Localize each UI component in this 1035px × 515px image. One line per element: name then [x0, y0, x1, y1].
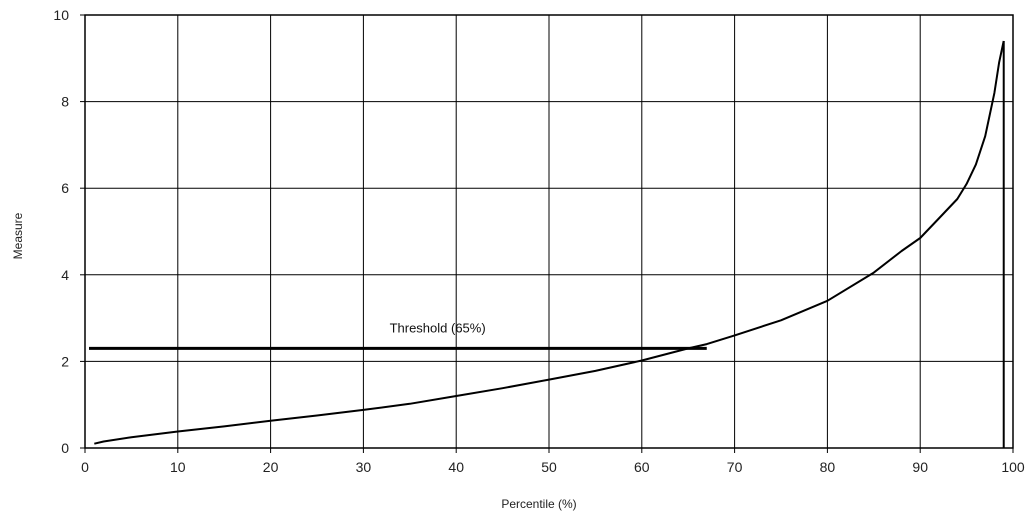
x-tick-label: 0	[81, 459, 89, 475]
y-tick-label: 8	[61, 94, 69, 110]
y-tick-label: 0	[61, 440, 69, 456]
x-tick-label: 10	[170, 459, 186, 475]
x-tick-label: 60	[634, 459, 650, 475]
y-tick-label: 10	[53, 7, 69, 23]
threshold-layer: Threshold (65%)	[89, 320, 707, 350]
y-tick-label: 6	[61, 180, 69, 196]
y-axis-label: Measure	[11, 212, 25, 259]
threshold-label: Threshold (65%)	[390, 320, 486, 335]
series-layer	[94, 40, 1005, 448]
grid	[80, 14, 1014, 453]
y-tick-label: 2	[61, 353, 69, 369]
tick-labels: 0 10 20 30 40 50 60 70 80 90 100 0 2 4 6 8 10	[53, 7, 1024, 475]
y-tick-label: 4	[61, 267, 69, 283]
x-tick-label: 40	[448, 459, 464, 475]
series-line	[94, 40, 1005, 445]
x-tick-label: 70	[727, 459, 743, 475]
x-tick-label: 100	[1001, 459, 1025, 475]
x-tick-label: 90	[912, 459, 928, 475]
x-axis-label: Percentile (%)	[501, 497, 576, 511]
x-tick-label: 30	[356, 459, 372, 475]
x-tick-label: 80	[820, 459, 836, 475]
x-tick-label: 20	[263, 459, 279, 475]
x-tick-label: 50	[541, 459, 557, 475]
